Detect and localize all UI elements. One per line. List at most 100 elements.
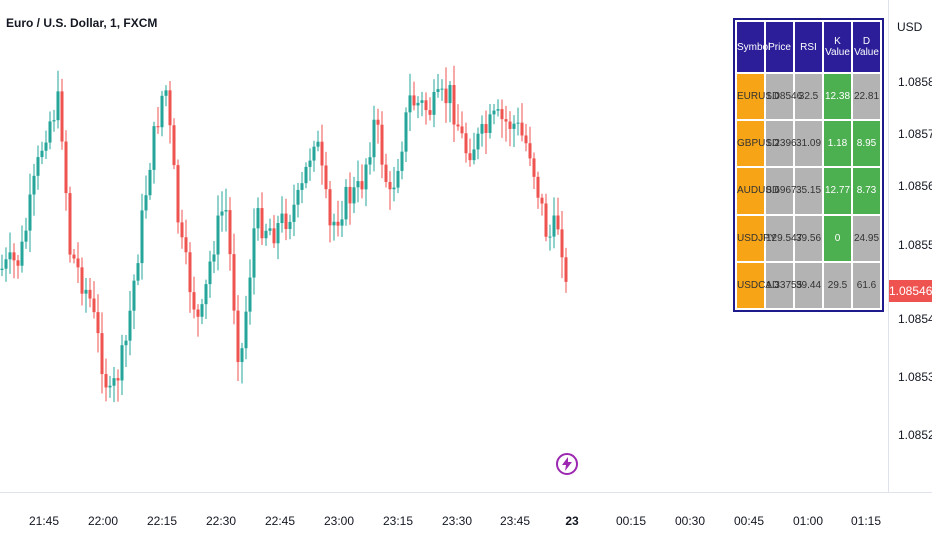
candle-body — [140, 210, 144, 264]
candle-body — [480, 124, 484, 134]
candle-body — [260, 208, 264, 239]
candle-body — [504, 119, 508, 122]
candle-body — [248, 277, 252, 312]
value-cell: 35.15 — [795, 168, 822, 214]
symbol-legend-title[interactable]: Euro / U.S. Dollar, 1, FXCM — [6, 16, 158, 30]
candle-body — [348, 186, 352, 204]
candle-body — [20, 241, 24, 266]
lightning-icon — [562, 457, 572, 471]
time-tick-label: 22:45 — [264, 514, 296, 528]
table-header-row: Symbol Price RSI K Value D Value — [737, 22, 880, 72]
screener-table: Symbol Price RSI K Value D Value EURUSD 1.085… — [735, 20, 882, 310]
price-axis[interactable] — [888, 0, 932, 492]
price-tick-label: 1.08560 — [898, 179, 932, 193]
candle-body — [100, 333, 104, 375]
candle-body — [228, 210, 232, 255]
candle-body — [408, 95, 412, 113]
symbol-cell: AUDUSD — [737, 168, 779, 214]
candle-body — [200, 304, 204, 317]
candle-body — [96, 312, 100, 334]
candle-body — [316, 141, 320, 147]
candle-body — [152, 126, 156, 170]
candle-body — [184, 237, 188, 253]
candle-body — [48, 121, 52, 143]
time-tick-label: 22:30 — [205, 514, 237, 528]
value-cell: 12.77 — [824, 168, 851, 214]
candle-body — [168, 90, 172, 126]
candle-body — [92, 298, 96, 313]
table-header-cell: D Value — [853, 22, 880, 72]
candle-body — [192, 292, 196, 310]
candle-body — [344, 186, 348, 220]
value-cell: 31.09 — [795, 121, 822, 167]
value-cell: 1.2396 — [766, 121, 797, 167]
value-cell: 1.18 — [824, 121, 851, 167]
candle-body — [404, 112, 408, 152]
time-tick-label: 23 — [565, 514, 579, 528]
candle-body — [120, 345, 124, 381]
candle-body — [256, 208, 260, 229]
candle-body — [300, 183, 304, 190]
value-cell: 29.5 — [824, 262, 851, 308]
price-tick-label: 1.08550 — [898, 238, 932, 252]
candle-body — [320, 141, 324, 166]
candle-body — [216, 215, 220, 255]
candle-body — [360, 181, 364, 190]
time-tick-label: 01:15 — [850, 514, 882, 528]
value-cell: 129.547 — [766, 215, 802, 261]
value-cell: 8.73 — [853, 168, 880, 214]
candle-body — [204, 284, 208, 305]
currency-label[interactable]: USD — [897, 20, 923, 34]
table-row: GBPUSD 1.2396 31.09 1.18 8.95 — [737, 121, 880, 167]
candle-body — [36, 157, 40, 176]
chart-area[interactable] — [0, 0, 888, 492]
candle-body — [104, 374, 108, 388]
candle-body — [288, 221, 292, 230]
candle-body — [72, 254, 76, 259]
value-cell: 0 — [824, 215, 851, 261]
candle-body — [52, 120, 56, 122]
event-marker[interactable] — [556, 453, 578, 475]
candle-body — [156, 126, 160, 128]
price-tick-label: 1.08570 — [898, 127, 932, 141]
value-cell: 24.95 — [853, 215, 880, 261]
symbol-cell: EURUSD — [737, 74, 779, 120]
candle-body — [224, 210, 228, 212]
candle-body — [124, 340, 128, 346]
candle-body — [272, 228, 276, 244]
candle-body — [448, 85, 452, 104]
candle-body — [180, 222, 184, 238]
table-row: EURUSD 1.08546 32.5 12.38 22.81 — [737, 74, 880, 120]
candle-body — [40, 150, 44, 158]
value-cell: 0.6967 — [766, 168, 797, 214]
candle-body — [12, 252, 16, 261]
candle-body — [292, 204, 296, 222]
candle-body — [196, 309, 200, 317]
candle-body — [508, 121, 512, 129]
candle-body — [560, 229, 564, 258]
value-cell: 39.44 — [795, 262, 822, 308]
candle-body — [364, 164, 368, 190]
candle-body — [128, 310, 132, 341]
candle-body — [164, 90, 168, 96]
candle-body — [236, 310, 240, 363]
candle-body — [548, 236, 552, 238]
candle-body — [0, 268, 4, 270]
time-tick-label: 21:45 — [28, 514, 60, 528]
candle-body — [208, 261, 212, 285]
candle-body — [564, 257, 568, 282]
candle-body — [484, 124, 488, 133]
candle-body — [328, 189, 332, 226]
candle-body — [540, 197, 544, 204]
candle-body — [420, 100, 424, 103]
time-tick-label: 01:00 — [792, 514, 824, 528]
candle-body — [60, 91, 64, 142]
candle-body — [28, 194, 32, 231]
candle-body — [496, 109, 500, 111]
candle-body — [432, 92, 436, 115]
value-cell: 1.33755 — [766, 262, 802, 308]
price-tick-label: 1.08530 — [898, 370, 932, 384]
candle-body — [240, 348, 244, 363]
time-axis[interactable] — [0, 492, 932, 551]
price-tick-label: 1.08520 — [898, 428, 932, 442]
